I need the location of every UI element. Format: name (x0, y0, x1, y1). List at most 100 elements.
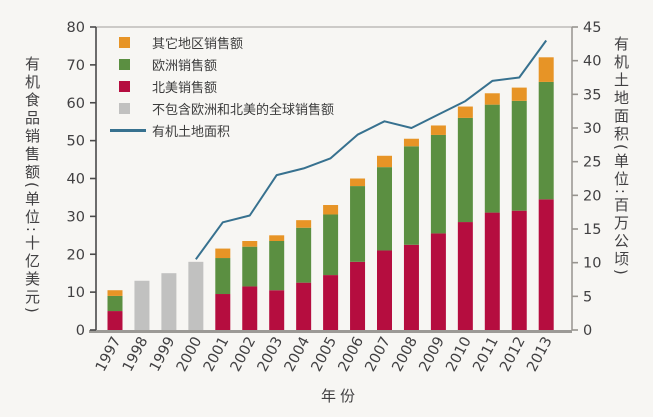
bar-segment (484, 212, 500, 330)
bar-segment (403, 138, 419, 147)
bar-segment (188, 261, 204, 330)
bar-segment (215, 294, 231, 330)
bar-segment (296, 227, 312, 283)
right-tick-label: 35 (583, 87, 601, 103)
bar-segment (350, 178, 366, 187)
other-regions-swatch-icon (119, 36, 130, 48)
x-tick-label: 1999 (147, 334, 178, 374)
left-tick-label: 60 (67, 96, 85, 112)
bar-segment (484, 104, 500, 213)
bar-segment (107, 295, 123, 312)
x-tick-label: 2008 (390, 334, 421, 374)
right-tick-label: 0 (583, 323, 592, 339)
bar-segment (323, 214, 339, 276)
x-tick-label: 2000 (174, 334, 205, 374)
bar-segment (538, 57, 554, 82)
left-tick-label: 80 (67, 20, 85, 36)
bar-segment (511, 100, 527, 211)
x-tick-label: 2011 (470, 334, 501, 374)
x-tick-label: 2006 (336, 334, 367, 374)
right-axis-title: 有机土地面积(单位:百万公顷) (612, 36, 630, 278)
bar-segment (215, 248, 231, 259)
right-tick-label: 20 (583, 188, 601, 204)
bar-segment (457, 222, 473, 330)
x-tick-label: 2012 (497, 334, 528, 374)
left-tick-label: 50 (67, 134, 85, 150)
bar-segment (457, 106, 473, 118)
left-tick-label: 0 (76, 323, 85, 339)
bar-segment (107, 290, 123, 296)
bar-segment (377, 250, 392, 330)
right-tick-label: 10 (583, 256, 601, 272)
bar-segment (323, 205, 339, 215)
right-tick-label: 45 (583, 20, 601, 36)
bar-segment (269, 290, 285, 330)
legend-label: 不包含欧洲和北美的全球销售额 (152, 102, 335, 118)
bar-segment (377, 167, 392, 251)
legend-item-north-america: 北美销售额 (110, 75, 334, 97)
legend-item-other-regions: 其它地区销售额 (110, 31, 334, 53)
left-tick-label: 40 (67, 172, 85, 188)
bar-segment (484, 93, 500, 105)
bar-segment (403, 146, 419, 245)
x-tick-label: 2005 (309, 334, 340, 374)
bar-segment (134, 280, 150, 330)
bar-segment (161, 273, 177, 330)
bar-segment (350, 186, 366, 262)
bar-segment (107, 311, 123, 330)
left-tick-label: 70 (67, 58, 85, 74)
bar-segment (430, 125, 446, 135)
bar-segment (350, 261, 366, 330)
bar-segment (242, 286, 258, 330)
x-tick-label: 2002 (228, 334, 259, 374)
europe-swatch-icon (119, 58, 130, 70)
north-america-swatch-icon (119, 80, 130, 92)
legend-label: 有机土地面积 (152, 124, 231, 140)
x-tick-label: 2013 (524, 334, 555, 374)
bar-segment (323, 275, 339, 330)
legend-label: 欧洲销售额 (152, 58, 218, 74)
legend-item-global-excl: 不包含欧洲和北美的全球销售额 (110, 97, 334, 119)
chart-legend: 其它地区销售额 欧洲销售额 北美销售额 不包含欧洲和北美的全球销售额 有机土地面… (110, 31, 334, 141)
x-tick-label: 2001 (201, 334, 232, 374)
bar-segment (403, 244, 419, 330)
left-tick-label: 30 (67, 209, 85, 225)
bar-segment (242, 246, 258, 287)
right-tick-label: 15 (583, 222, 601, 238)
organic-land-line-swatch-icon (110, 128, 146, 132)
right-tick-label: 40 (583, 54, 601, 70)
bar-segment (457, 117, 473, 223)
x-tick-label: 2003 (255, 334, 286, 374)
x-tick-label: 2009 (416, 334, 447, 374)
legend-label: 其它地区销售额 (152, 36, 244, 52)
bar-segment (215, 258, 231, 295)
x-tick-label: 1997 (93, 334, 124, 374)
bar-segment (269, 235, 285, 241)
right-tick-label: 25 (583, 155, 601, 171)
global-excl-swatch-icon (119, 102, 130, 114)
legend-item-europe: 欧洲销售额 (110, 53, 334, 75)
left-axis-title: 有机食品销售额(单位:十亿美元) (23, 56, 41, 316)
left-tick-label: 10 (67, 285, 85, 301)
x-axis-title: 年份 (320, 387, 359, 405)
x-tick-label: 2010 (443, 334, 474, 374)
x-tick-label: 2007 (363, 334, 394, 374)
right-tick-label: 5 (583, 289, 592, 305)
legend-label: 北美销售额 (152, 80, 218, 96)
bar-segment (296, 220, 312, 228)
bar-segment (296, 282, 312, 330)
bar-segment (430, 134, 446, 234)
legend-item-organic-land: 有机土地面积 (110, 119, 334, 141)
bar-segment (242, 240, 258, 247)
organic-land-area-line (195, 39, 548, 260)
bar-segment (538, 199, 554, 330)
left-tick-label: 20 (67, 247, 85, 263)
x-tick-label: 1998 (120, 334, 151, 374)
right-tick-label: 30 (583, 121, 601, 137)
bar-segment (511, 87, 527, 101)
bar-segment (377, 155, 392, 168)
bar-segment (269, 240, 285, 291)
bar-segment (511, 210, 527, 330)
